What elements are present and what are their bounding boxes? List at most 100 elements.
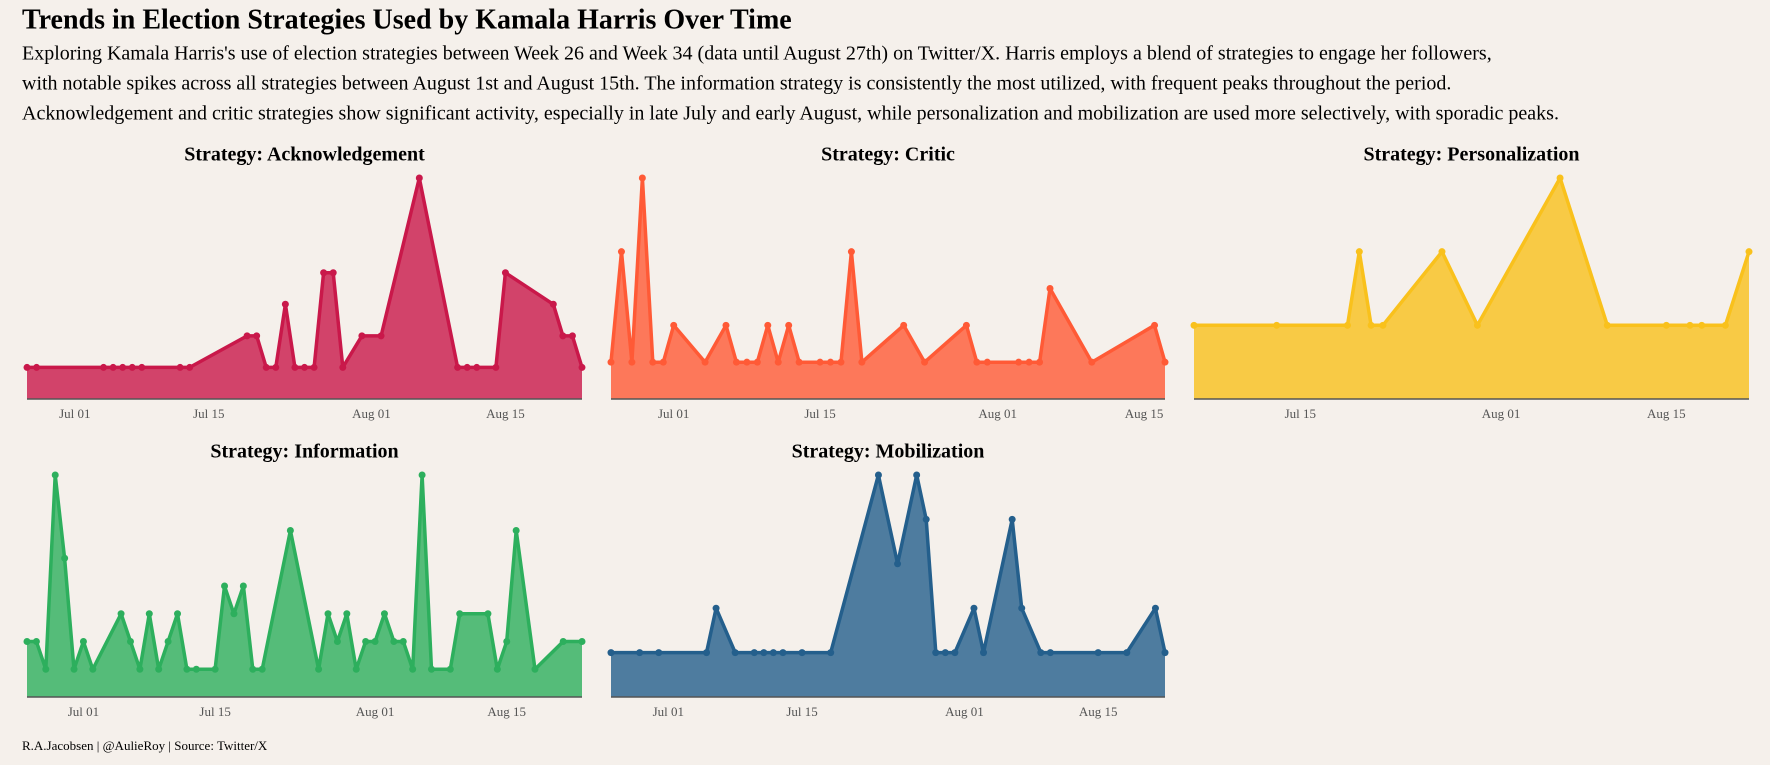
x-tick-label: Jul 01 [653, 704, 684, 719]
point [329, 269, 337, 277]
point [512, 527, 520, 534]
panel-title: Strategy: Information [210, 441, 398, 463]
area-fill [27, 178, 582, 399]
point [310, 363, 318, 371]
point [617, 248, 625, 256]
x-tick-label: Jul 01 [68, 704, 99, 719]
point [962, 321, 970, 329]
point [1161, 358, 1169, 366]
x-tick-label: Aug 01 [352, 406, 391, 421]
point [51, 471, 59, 479]
point [900, 321, 908, 329]
point [973, 358, 981, 366]
point [320, 269, 328, 277]
point [1161, 649, 1169, 657]
x-tick-label: Aug 15 [1125, 406, 1164, 421]
point [380, 610, 388, 618]
point [221, 582, 229, 590]
point [418, 471, 426, 479]
point [764, 321, 772, 329]
point [913, 471, 921, 479]
point [176, 363, 184, 371]
point [501, 269, 509, 277]
point [126, 638, 134, 645]
point [578, 638, 586, 645]
point [1473, 321, 1481, 329]
point [638, 174, 646, 182]
point [549, 300, 557, 308]
point [743, 358, 751, 366]
point [145, 610, 153, 618]
point [138, 363, 146, 371]
point [1438, 248, 1446, 256]
point [186, 363, 194, 371]
point [816, 358, 824, 366]
point [117, 610, 125, 618]
point [712, 604, 720, 612]
point [183, 665, 191, 673]
point [377, 332, 385, 340]
x-tick-label: Jul 15 [804, 406, 835, 421]
page-title: Trends in Election Strategies Used by Ka… [22, 4, 792, 35]
point [1379, 321, 1387, 329]
area-fill [27, 475, 582, 697]
x-tick-label: Jul 15 [786, 704, 817, 719]
point [980, 649, 988, 657]
point [827, 649, 835, 657]
point [192, 665, 200, 673]
x-tick-label: Aug 15 [1647, 406, 1686, 421]
point [1018, 604, 1026, 612]
point [473, 363, 481, 371]
point [983, 358, 991, 366]
point [655, 649, 663, 657]
point [281, 300, 289, 308]
point [1344, 321, 1352, 329]
point [1036, 358, 1044, 366]
point [79, 638, 87, 645]
point [1151, 604, 1159, 612]
x-tick-label: Aug 15 [1079, 704, 1118, 719]
point [559, 332, 567, 340]
point [578, 363, 586, 371]
point [1355, 248, 1363, 256]
point [33, 363, 41, 371]
point [932, 649, 940, 657]
point [1190, 321, 1198, 329]
point [970, 604, 978, 612]
point [1367, 321, 1375, 329]
point [779, 649, 787, 657]
panel-title: Strategy: Mobilization [792, 441, 985, 463]
point [456, 610, 464, 618]
point [23, 638, 31, 645]
point [371, 638, 379, 645]
point [119, 363, 127, 371]
point [343, 610, 351, 618]
point [174, 610, 182, 618]
subtitle-line: with notable spikes across all strategie… [22, 73, 1451, 95]
point [258, 665, 266, 673]
area-fill [611, 178, 1165, 399]
x-tick-label: Jul 15 [1285, 406, 1316, 421]
point [100, 363, 108, 371]
point [1556, 174, 1564, 182]
point [795, 358, 803, 366]
point [798, 649, 806, 657]
point [921, 358, 929, 366]
point [262, 363, 270, 371]
point [1088, 358, 1096, 366]
point [874, 471, 882, 479]
x-tick-label: Jul 15 [193, 406, 224, 421]
point [454, 363, 462, 371]
point [243, 332, 251, 340]
point [1721, 321, 1729, 329]
point [249, 665, 257, 673]
point [922, 515, 930, 523]
point [847, 248, 855, 256]
point [164, 638, 172, 645]
x-tick-label: Aug 01 [978, 406, 1017, 421]
point [628, 358, 636, 366]
point [703, 649, 711, 657]
point [324, 610, 332, 618]
area-fill [611, 475, 1165, 697]
point [607, 358, 615, 366]
